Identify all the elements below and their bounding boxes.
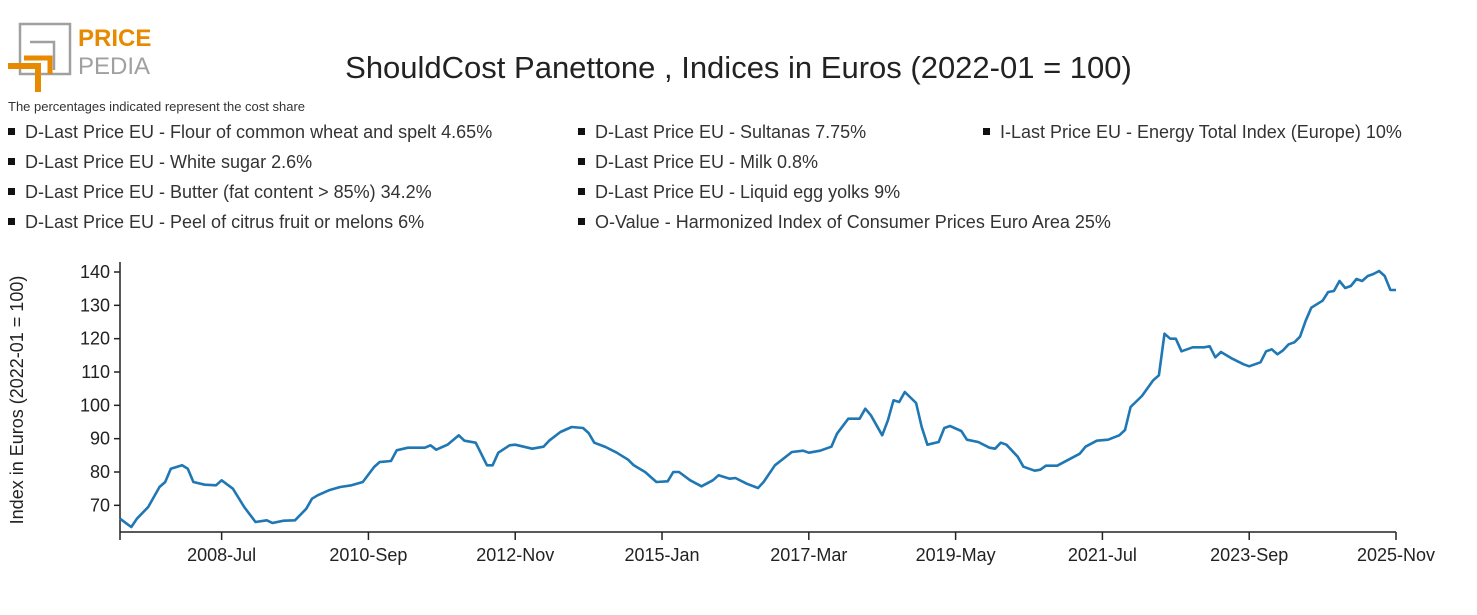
legend-label: O-Value - Harmonized Index of Consumer P… xyxy=(595,212,1111,232)
y-tick-label: 70 xyxy=(90,495,110,515)
y-tick-label: 140 xyxy=(80,262,110,282)
y-tick-label: 80 xyxy=(90,462,110,482)
legend-label: D-Last Price EU - Liquid egg yolks 9% xyxy=(595,182,901,202)
legend-marker-icon xyxy=(578,157,585,165)
legend-label: D-Last Price EU - White sugar 2.6% xyxy=(25,152,313,172)
legend-item: D-Last Price EU - Liquid egg yolks 9% xyxy=(578,182,900,203)
x-tick-label: 2010-Sep xyxy=(329,545,407,565)
legend-marker-icon xyxy=(578,217,585,225)
legend-marker-icon xyxy=(578,127,585,135)
x-tick-label: 2019-May xyxy=(916,545,996,565)
x-tick-label: 2023-Sep xyxy=(1210,545,1288,565)
y-tick-label: 120 xyxy=(80,329,110,349)
y-axis-label: Index in Euros (2022-01 = 100) xyxy=(7,276,27,525)
legend-item: D-Last Price EU - Flour of common wheat … xyxy=(8,122,492,143)
svg-text:PEDIA: PEDIA xyxy=(78,53,150,80)
series-line xyxy=(119,269,1396,529)
legend-item: I-Last Price EU - Energy Total Index (Eu… xyxy=(983,122,1402,143)
cost-share-note: The percentages indicated represent the … xyxy=(8,99,306,114)
y-tick-label: 110 xyxy=(81,362,110,382)
legend-marker-icon xyxy=(578,187,585,195)
x-tick-label: 2015-Jan xyxy=(624,545,699,565)
svg-text:PRICE: PRICE xyxy=(78,25,151,52)
pricepedia-logo: PRICE PEDIA xyxy=(8,22,151,92)
legend-label: D-Last Price EU - Butter (fat content > … xyxy=(25,182,432,202)
legend-item: D-Last Price EU - White sugar 2.6% xyxy=(8,152,312,173)
legend-item: O-Value - Harmonized Index of Consumer P… xyxy=(578,212,1111,233)
legend-label: D-Last Price EU - Milk 0.8% xyxy=(595,152,819,172)
x-tick-label: 2025-Nov xyxy=(1357,545,1435,565)
x-tick-label: 2021-Jul xyxy=(1068,545,1137,565)
legend-item: D-Last Price EU - Peel of citrus fruit o… xyxy=(8,212,424,233)
x-tick-label: 2008-Jul xyxy=(187,545,256,565)
y-tick-label: 90 xyxy=(90,429,110,449)
legend-label: D-Last Price EU - Flour of common wheat … xyxy=(25,122,493,142)
legend-item: D-Last Price EU - Milk 0.8% xyxy=(578,152,818,173)
legend-marker-icon xyxy=(8,127,15,135)
legend-marker-icon xyxy=(983,127,990,135)
legend-marker-icon xyxy=(8,187,15,195)
legend-marker-icon xyxy=(8,157,15,165)
legend-item: D-Last Price EU - Butter (fat content > … xyxy=(8,182,432,203)
legend-label: I-Last Price EU - Energy Total Index (Eu… xyxy=(1000,122,1402,142)
legend-label: D-Last Price EU - Peel of citrus fruit o… xyxy=(25,212,425,232)
legend-label: D-Last Price EU - Sultanas 7.75% xyxy=(595,122,867,142)
chart-title: ShouldCost Panettone , Indices in Euros … xyxy=(345,50,1132,85)
x-tick-label: 2017-Mar xyxy=(770,545,847,565)
x-tick-label: 2012-Nov xyxy=(476,545,554,565)
y-tick-label: 100 xyxy=(80,395,110,415)
legend-item: D-Last Price EU - Sultanas 7.75% xyxy=(578,122,866,143)
y-tick-label: 130 xyxy=(80,295,110,315)
legend-marker-icon xyxy=(8,217,15,225)
